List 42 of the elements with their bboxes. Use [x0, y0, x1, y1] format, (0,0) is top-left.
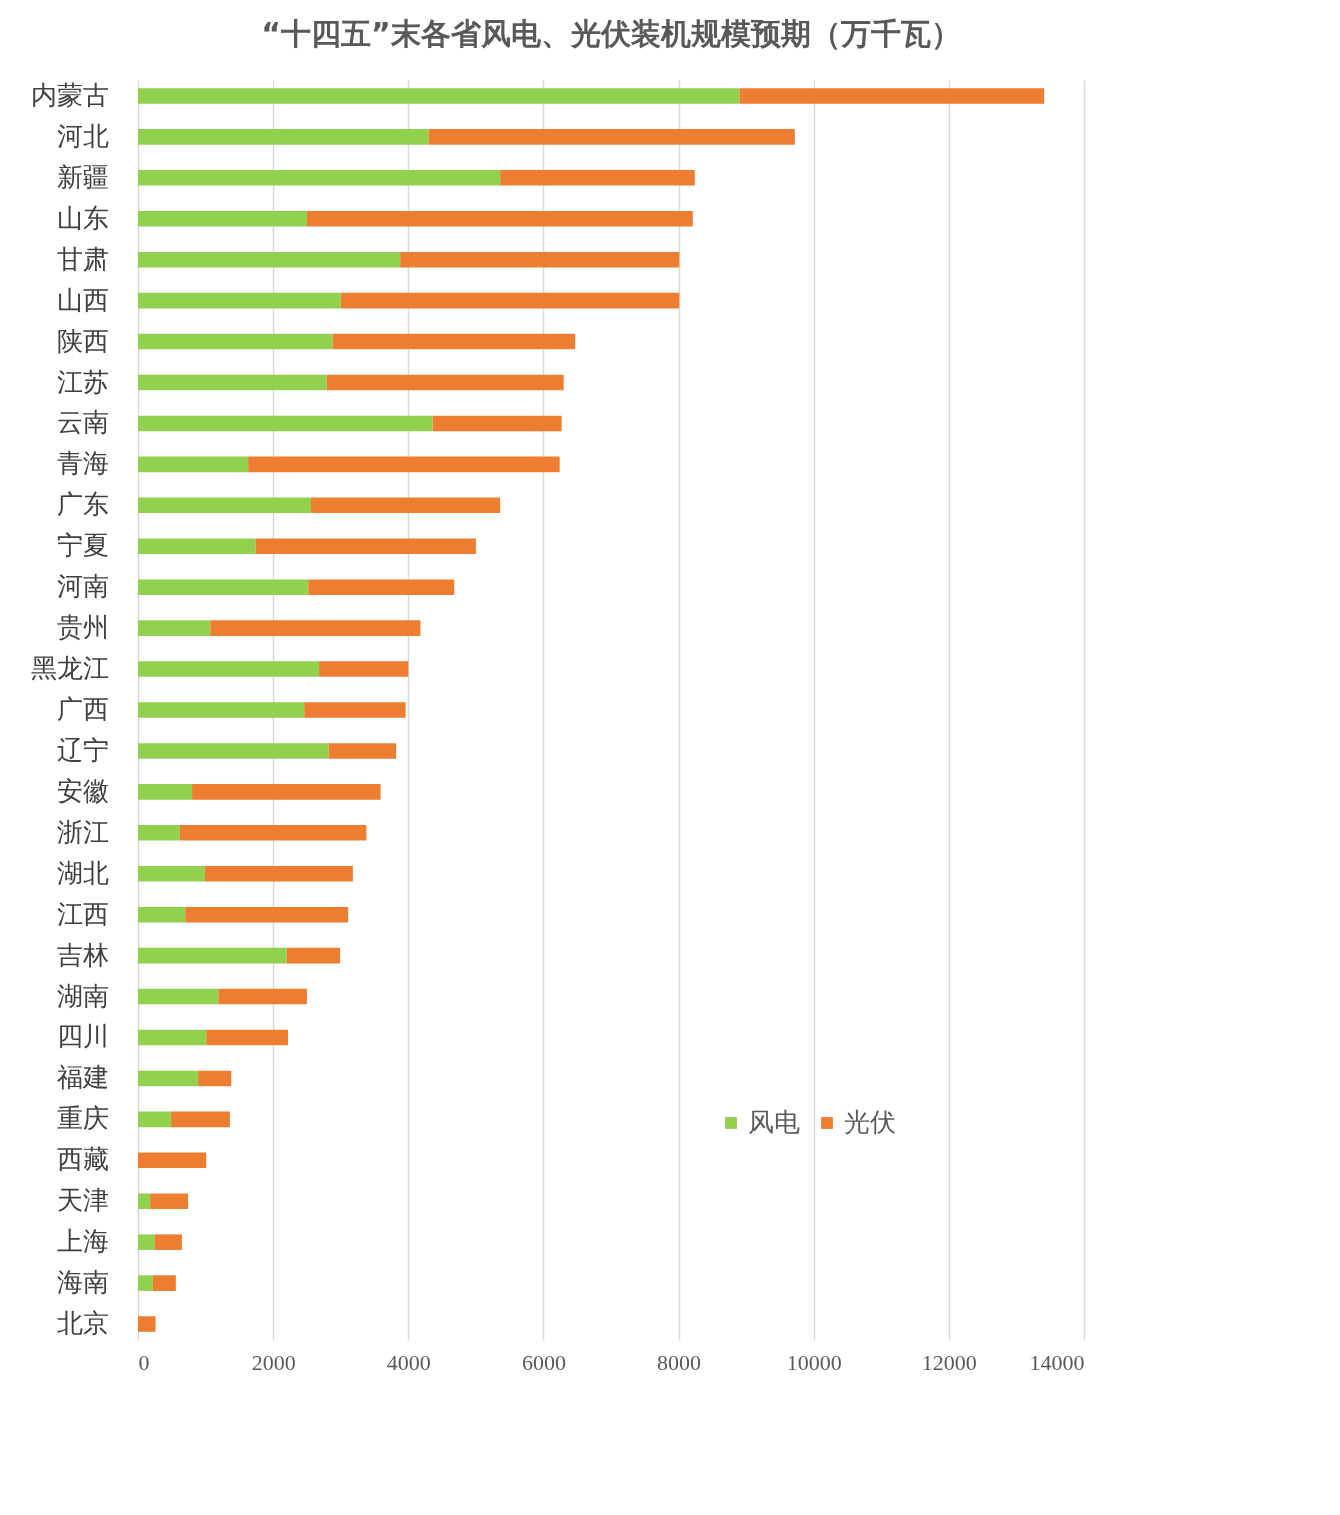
- y-tick-label: 天津: [56, 1185, 109, 1216]
- y-tick-label: 辽宁: [56, 734, 109, 765]
- y-tick-label: 江苏: [56, 366, 109, 397]
- y-tick-label: 贵州: [56, 612, 109, 643]
- y-tick-label: 河南: [56, 571, 109, 602]
- chart-title: “十四五”末各省风电、光伏装机规模预期（万千瓦）: [261, 16, 961, 51]
- y-tick-label: 山西: [56, 284, 109, 315]
- y-tick-label: 重庆: [56, 1103, 109, 1134]
- legend-label: 风电: [748, 1107, 800, 1137]
- y-tick-label: 安徽: [56, 775, 109, 806]
- x-tick-label: 8000: [657, 1349, 702, 1375]
- y-tick-label: 西藏: [56, 1144, 109, 1175]
- x-tick-label: 12000: [921, 1349, 977, 1375]
- x-tick-label: 0: [138, 1349, 150, 1375]
- x-tick-label: 2000: [251, 1349, 296, 1375]
- y-tick-label: 江西: [56, 898, 109, 929]
- y-tick-label: 吉林: [56, 939, 109, 970]
- y-tick-label: 黑龙江: [30, 653, 109, 684]
- x-tick-label: 4000: [386, 1349, 431, 1375]
- y-tick-label: 四川: [56, 1021, 109, 1052]
- y-tick-label: 上海: [56, 1226, 109, 1257]
- y-tick-label: 浙江: [56, 816, 109, 847]
- y-tick-label: 青海: [56, 448, 109, 479]
- y-tick-label: 陕西: [56, 325, 109, 356]
- legend-label: 光伏: [844, 1107, 896, 1137]
- y-tick-label: 北京: [56, 1308, 109, 1339]
- y-tick-label: 海南: [56, 1267, 109, 1298]
- y-tick-label: 湖南: [56, 980, 109, 1011]
- x-tick-label: 6000: [521, 1349, 566, 1375]
- y-tick-label: 福建: [56, 1062, 109, 1093]
- y-tick-label: 宁夏: [56, 530, 109, 561]
- y-tick-label: 河北: [56, 120, 109, 151]
- x-tick-label: 10000: [786, 1349, 842, 1375]
- y-tick-label: 广东: [56, 489, 109, 520]
- y-tick-label: 云南: [56, 407, 109, 438]
- y-tick-label: 内蒙古: [30, 79, 109, 110]
- y-tick-label: 山东: [56, 202, 109, 233]
- y-tick-label: 甘肃: [56, 243, 109, 274]
- x-tick-label: 14000: [1029, 1349, 1085, 1375]
- y-tick-label: 广西: [56, 694, 109, 724]
- y-tick-label: 湖北: [56, 857, 109, 888]
- y-tick-label: 新疆: [56, 161, 109, 192]
